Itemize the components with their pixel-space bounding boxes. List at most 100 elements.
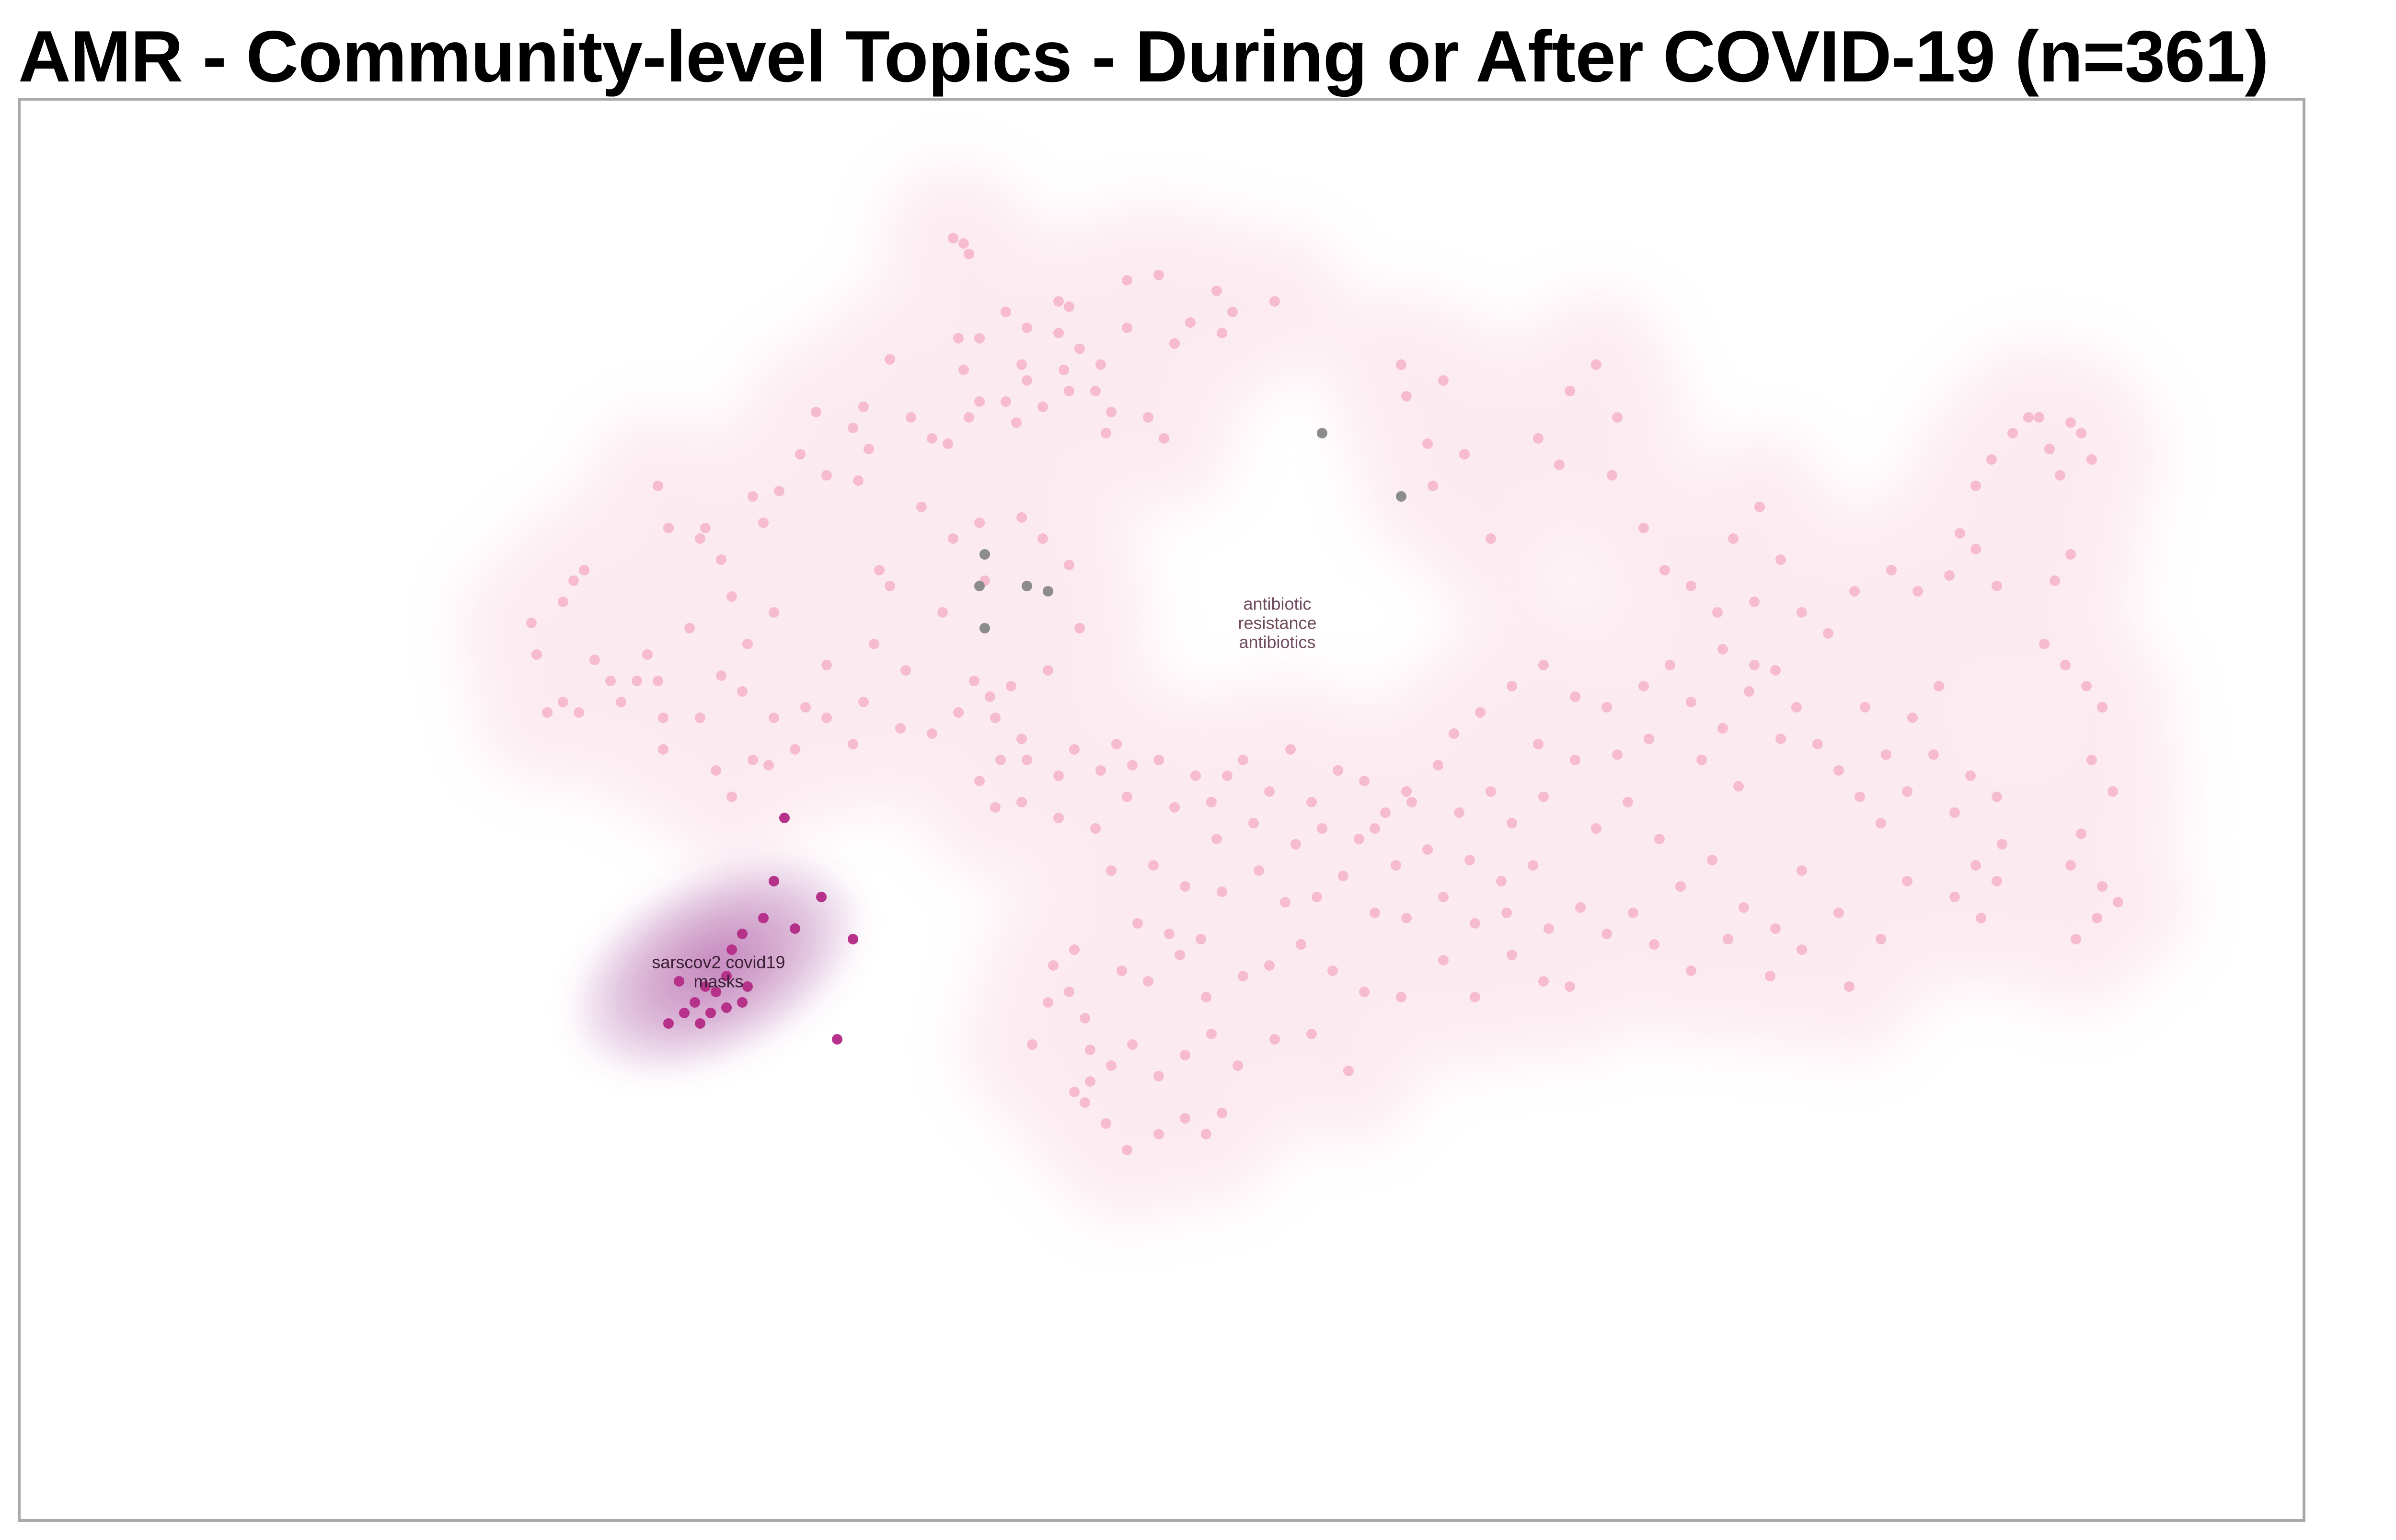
scatter-point <box>2092 913 2102 923</box>
scatter-point <box>1074 344 1085 354</box>
scatter-point <box>758 517 769 528</box>
scatter-point <box>1027 1039 1037 1050</box>
scatter-point <box>589 655 600 665</box>
scatter-point <box>1717 644 1728 655</box>
scatter-point <box>1949 807 1960 818</box>
scatter-point <box>2007 428 2018 438</box>
series-1 <box>663 813 858 1045</box>
scatter-point <box>1338 871 1348 881</box>
scatter-point <box>2081 681 2092 691</box>
scatter-point <box>1438 892 1449 902</box>
scatter-point <box>1074 623 1085 633</box>
scatter-point <box>1955 528 1965 539</box>
scatter-point <box>769 607 779 618</box>
scatter-point <box>1970 544 1981 554</box>
scatter-point <box>858 402 869 412</box>
scatter-point <box>1269 296 1280 307</box>
scatter-point <box>816 892 827 902</box>
scatter-point <box>742 981 753 992</box>
scatter-point <box>1712 607 1723 618</box>
scatter-point <box>1607 470 1617 481</box>
scatter-point <box>1401 913 1412 923</box>
scatter-point <box>1797 865 1807 876</box>
scatter-point <box>1833 908 1844 918</box>
scatter-point <box>1860 702 1870 713</box>
scatter-point <box>1069 944 1080 955</box>
scatter-point <box>690 997 700 1008</box>
scatter-point <box>1970 481 1981 491</box>
scatter-point <box>632 676 642 686</box>
scatter-point <box>1612 412 1623 423</box>
scatter-point <box>2113 897 2123 908</box>
scatter-point <box>1190 770 1201 781</box>
scatter-point <box>1359 776 1370 786</box>
scatter-point <box>1327 965 1338 976</box>
scatter-point <box>1855 792 1865 802</box>
scatter-point <box>1127 760 1138 770</box>
scatter-point <box>658 744 668 755</box>
scatter-point <box>711 765 721 776</box>
scatter-point <box>737 686 748 697</box>
scatter-point <box>1196 934 1206 944</box>
scatter-point <box>958 238 969 249</box>
scatter-point <box>1770 923 1781 934</box>
scatter-point <box>1069 1087 1080 1097</box>
scatter-point <box>721 971 732 981</box>
scatter-point <box>2039 639 2050 649</box>
scatter-point <box>1638 523 1649 533</box>
scatter-point <box>1649 939 1659 950</box>
scatter-point <box>1043 665 1053 676</box>
scatter-point <box>1723 934 1733 944</box>
scatter-point <box>1902 786 1912 797</box>
scatter-point <box>1992 792 2002 802</box>
scatter-point <box>1122 1145 1132 1155</box>
scatter-point <box>1043 586 1053 597</box>
scatter-point <box>1507 681 1517 691</box>
scatter-point <box>1101 428 1111 438</box>
scatter-point <box>800 702 811 713</box>
scatter-point <box>1296 939 1306 950</box>
scatter-point <box>2023 412 2034 423</box>
scatter-point <box>2086 755 2097 765</box>
scatter-point <box>1638 681 1649 691</box>
scatter-point <box>1148 860 1159 871</box>
scatter-point <box>948 533 958 544</box>
scatter-point <box>1111 739 1122 749</box>
scatter-point <box>2050 575 2060 586</box>
scatter-point <box>906 412 916 423</box>
topic-label-line: antibiotics <box>1239 632 1315 652</box>
scatter-point <box>1180 1113 1190 1124</box>
scatter-point <box>1169 802 1180 813</box>
scatter-point <box>558 697 568 707</box>
scatter-point <box>779 813 790 823</box>
scatter-point <box>1211 834 1222 844</box>
scatter-point <box>1053 813 1064 823</box>
scatter-point <box>1153 755 1164 765</box>
scatter-point <box>1153 1071 1164 1081</box>
scatter-point <box>937 607 948 618</box>
scatter-point <box>1380 807 1391 818</box>
scatter-point <box>1011 417 1022 428</box>
scatter-point <box>1169 338 1180 349</box>
scatter-point <box>742 639 753 649</box>
scatter-point <box>1022 322 1032 333</box>
scatter-point <box>1037 533 1048 544</box>
scatter-point <box>1185 317 1196 328</box>
scatter-point <box>1153 270 1164 280</box>
scatter-point <box>1496 876 1507 886</box>
topic-label-line: antibiotic <box>1243 594 1311 614</box>
scatter-point <box>695 1018 705 1029</box>
scatter-point <box>948 233 958 243</box>
scatter-point <box>1016 359 1027 370</box>
scatter-point <box>2108 786 2118 797</box>
scatter-point <box>979 549 990 560</box>
scatter-point <box>1992 876 2002 886</box>
scatter-point <box>1085 1076 1095 1087</box>
scatter-point <box>1048 960 1059 971</box>
labels-layer: antibiotic resistance antibiotics sarscov2 … <box>652 594 1316 991</box>
scatter-point <box>1791 702 1802 713</box>
scatter-point <box>1016 797 1027 807</box>
scatter-point <box>1544 923 1554 934</box>
scatter-point <box>790 923 800 934</box>
scatter-point <box>900 665 911 676</box>
